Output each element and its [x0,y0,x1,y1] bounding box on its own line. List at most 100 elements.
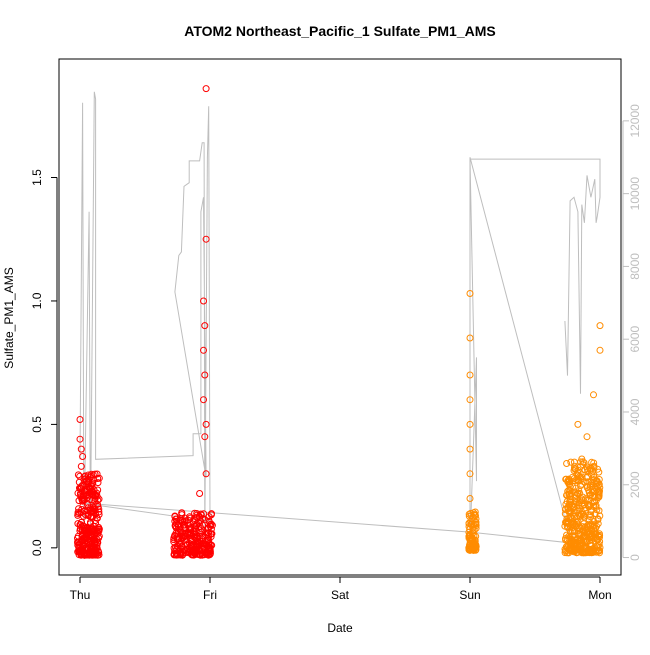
data-point [571,465,579,473]
data-point [171,523,179,530]
axes-layer: Thu Fri Sat Sun Mon 0.0 0.5 1.0 1.5 0 2000 4000 6000… [30,104,642,602]
y2-tick-label: 12000 [628,104,642,138]
data-point [590,518,598,526]
data-point [74,534,81,542]
data-point [74,539,82,547]
data-point [466,334,474,342]
data-point [170,536,178,544]
data-point [587,511,594,519]
data-point [467,520,475,528]
data-point [594,465,602,473]
data-point [88,496,96,504]
data-point [470,532,478,540]
data-point [466,420,474,428]
y-axis-label: Sulfate_PM1_AMS [2,267,16,368]
data-point [582,504,590,512]
data-point [596,346,604,354]
data-point [578,531,586,539]
data-point [202,235,210,243]
data-point [81,549,89,557]
y2-tick-label: 8000 [628,253,642,280]
data-point [561,522,569,530]
data-point [574,490,582,498]
data-point [589,549,597,556]
data-point [84,504,92,512]
data-point [87,518,94,526]
data-point [79,497,86,505]
data-point [595,480,603,488]
y2-tick-label: 10000 [628,177,642,211]
data-point [565,501,573,509]
data-point [89,544,97,552]
data-point [94,539,101,546]
altitude-line [79,91,601,544]
data-point [84,511,92,519]
data-point [590,391,597,399]
data-point [79,542,87,550]
y-tick-label: 0.5 [30,416,44,433]
data-point [201,322,209,330]
data-point [178,509,186,517]
points-layer [74,85,604,559]
data-point [84,471,92,479]
data-point [93,514,101,522]
data-point [587,533,595,541]
data-point [172,549,180,557]
data-point [584,473,591,480]
data-point [196,551,204,559]
data-point [567,547,575,555]
data-point [583,433,591,441]
data-point [466,470,474,478]
data-point [469,513,477,521]
data-point [200,297,207,305]
x-tick-label: Thu [70,588,91,602]
data-point [575,522,583,530]
data-point [94,551,102,559]
data-point [179,551,186,559]
y2-tick-label: 6000 [628,326,642,353]
data-point [171,512,179,520]
data-point [196,490,204,497]
data-point [569,473,576,481]
y2-tick-label: 4000 [628,398,642,425]
data-point [583,474,590,482]
data-point [200,542,208,550]
data-point [596,538,604,546]
data-point [594,541,602,549]
data-point [207,521,215,529]
data-point [202,420,210,428]
data-point [204,551,212,559]
data-point [596,322,604,330]
data-point [84,526,92,534]
data-point [589,531,596,539]
data-point [592,502,600,510]
data-point [197,511,205,519]
data-point [77,483,85,491]
data-point [585,516,593,524]
data-point [581,549,589,557]
data-point [569,536,576,544]
data-point [466,495,474,502]
data-point [562,500,570,508]
data-point [191,517,199,525]
data-point [567,458,575,466]
data-point [184,531,192,539]
y-tick-label: 1.5 [30,169,44,186]
data-point [78,506,86,513]
data-point [587,470,595,478]
data-point [593,506,601,514]
data-point [95,523,103,531]
data-point [574,420,582,428]
data-point [95,548,103,556]
data-point [92,510,99,518]
data-point [207,511,215,519]
data-point [186,539,193,547]
x-axis-label: Date [327,621,353,635]
data-point [81,473,89,481]
data-point [565,486,573,494]
data-point [77,445,85,453]
data-point [576,512,584,520]
y2-tick-label: 0 [628,554,642,561]
data-point [201,433,209,441]
data-point [76,416,84,423]
